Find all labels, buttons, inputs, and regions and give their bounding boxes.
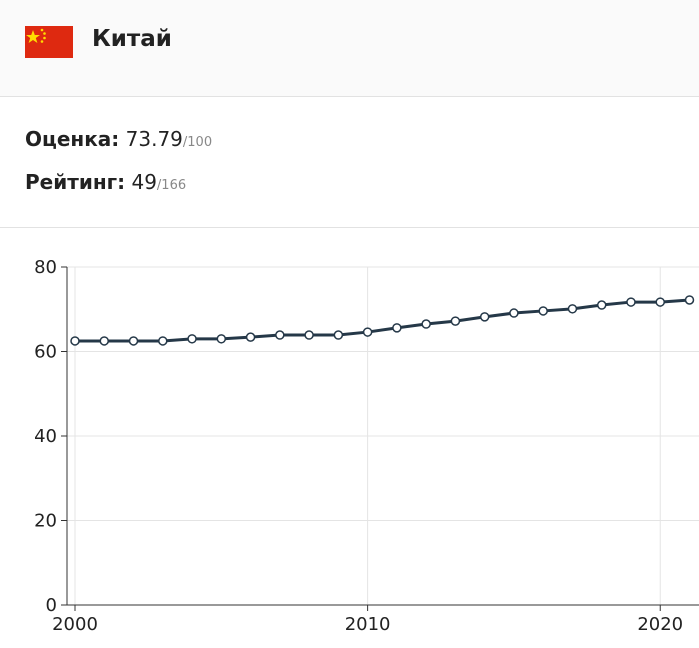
point [538, 306, 548, 316]
y-tick-label: 0 [46, 595, 57, 616]
point [567, 304, 578, 314]
rank-label: Рейтинг: [25, 170, 126, 194]
y-tick-label: 40 [34, 426, 57, 447]
point [70, 336, 80, 346]
point [509, 308, 519, 318]
point [275, 330, 285, 340]
score-max: /100 [182, 135, 213, 150]
point [655, 297, 665, 307]
rank-max: /166 [156, 178, 187, 193]
x-tick-label: 2010 [345, 614, 391, 635]
flag [25, 26, 73, 58]
point [333, 330, 344, 340]
score-row: Оценка: 73.79/100 [25, 127, 212, 151]
point [128, 336, 139, 346]
country-name: Китай [92, 26, 172, 52]
score-label: Оценка: [25, 127, 120, 151]
x-tick-label: 2020 [637, 614, 683, 635]
point [216, 334, 227, 344]
point [187, 334, 197, 344]
series-line [75, 298, 690, 343]
point [596, 300, 607, 310]
point [362, 327, 373, 337]
point [626, 297, 636, 307]
point [158, 336, 168, 346]
stats: Оценка: 73.79/100 Рейтинг: 49/166 [0, 97, 699, 228]
point [684, 295, 695, 305]
rank-row: Рейтинг: 49/166 [25, 170, 186, 194]
point [392, 323, 402, 333]
chart: 0 20 40 60 80 2000 2010 2020 [34, 257, 699, 635]
y-tick-label: 20 [34, 511, 57, 532]
point [421, 319, 431, 329]
point [479, 312, 490, 322]
point [304, 330, 314, 340]
x-tick-label: 2000 [52, 614, 98, 635]
header: Китай [0, 0, 699, 97]
y-tick-label: 80 [34, 257, 57, 278]
score-value: 73.79 [125, 127, 183, 151]
point [99, 336, 110, 346]
y-tick-label: 60 [34, 342, 57, 363]
point [450, 316, 461, 326]
point [245, 332, 256, 342]
rank-value: 49 [131, 170, 157, 194]
